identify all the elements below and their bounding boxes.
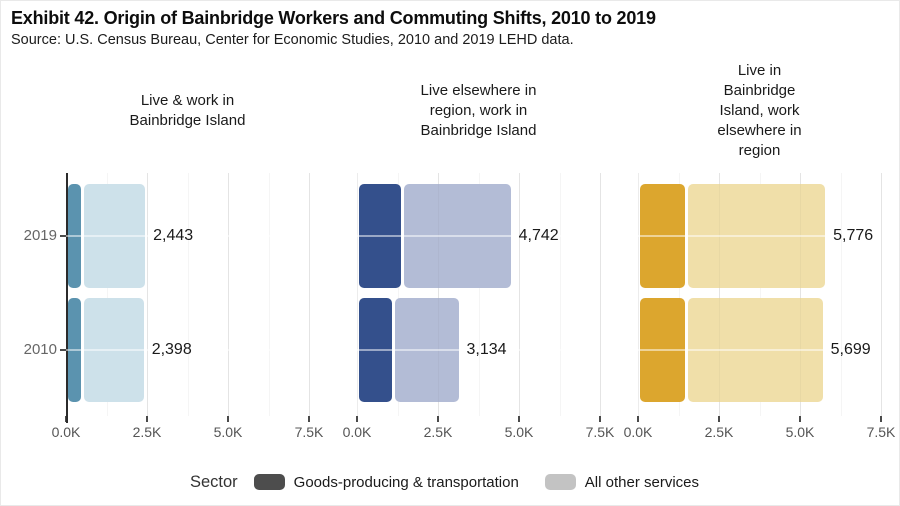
gridline-minor	[759, 173, 761, 416]
gridline-horizontal-overlay	[638, 235, 881, 237]
legend-swatch	[253, 474, 285, 490]
x-axis-tick	[799, 416, 801, 422]
gridline-horizontal-overlay	[357, 235, 600, 237]
y-tick-label: 2010	[23, 341, 57, 358]
gridline-major	[719, 173, 720, 416]
x-tick-label: 5.0K	[504, 424, 534, 440]
x-axis-tick	[146, 416, 148, 422]
gridline-minor	[397, 173, 399, 416]
x-tick-label: 5.0K	[785, 424, 815, 440]
gridline-major	[147, 173, 148, 416]
panel-title-line: elsewhere in	[717, 122, 802, 139]
gridline-major	[519, 173, 520, 416]
x-tick-label: 2.5K	[423, 424, 453, 440]
panel-title-line: Live elsewhere in	[420, 82, 537, 99]
figure-source: Source: U.S. Census Bureau, Center for E…	[11, 32, 574, 48]
y-tick-label: 2019	[23, 227, 57, 244]
value-label: 5,699	[830, 341, 871, 358]
panel-title-line: Island, work	[719, 102, 800, 119]
panel-title-line: Bainbridge Island	[129, 112, 246, 129]
gridline-overlay	[519, 173, 520, 416]
gridline-major	[638, 173, 639, 416]
gridline-major	[228, 173, 229, 416]
gridline-major	[309, 173, 310, 416]
gridline-major	[881, 173, 882, 416]
gridline-minor	[106, 173, 108, 416]
gridline-horizontal-overlay	[66, 349, 309, 351]
x-axis-tick	[437, 416, 439, 422]
x-axis-tick	[880, 416, 882, 422]
gridline-overlay	[719, 173, 720, 416]
value-label: 2,398	[151, 341, 192, 358]
legend-item-label: Goods-producing & transportation	[293, 473, 519, 491]
legend-item: All other services	[544, 473, 700, 491]
y-axis-line	[66, 173, 68, 423]
gridline-overlay	[881, 173, 882, 416]
gridline-horizontal-overlay	[638, 349, 881, 351]
x-axis-tick	[308, 416, 310, 422]
y-axis-tick	[60, 235, 66, 237]
value-label: 4,742	[518, 227, 559, 244]
gridline-horizontal-overlay	[357, 349, 600, 351]
x-tick-label: 2.5K	[704, 424, 734, 440]
panel-title-line: region	[738, 142, 781, 159]
legend: Sector Goods-producing & transportation A…	[1, 469, 899, 495]
x-tick-label: 0.0K	[623, 424, 653, 440]
gridline-minor	[559, 173, 561, 416]
panel-title-line: Bainbridge	[723, 82, 796, 99]
value-label: 5,776	[833, 227, 874, 244]
gridline-major	[438, 173, 439, 416]
panel-title-line: Live in	[737, 62, 782, 79]
gridline-minor	[478, 173, 480, 416]
legend-swatch	[544, 474, 576, 490]
gridline-overlay	[228, 173, 229, 416]
panel-title: Live in Bainbridge Island, work elsewhere i…	[650, 58, 870, 164]
legend-item: Goods-producing & transportation	[253, 473, 519, 491]
x-tick-label: 0.0K	[51, 424, 81, 440]
gridline-major	[800, 173, 801, 416]
gridline-minor	[268, 173, 270, 416]
gridline-horizontal-overlay	[66, 235, 309, 237]
panel-title: Live & work in Bainbridge Island	[78, 58, 298, 164]
chart-area: Live & work in Bainbridge Island 0.0K 2.5K 5…	[1, 58, 899, 450]
x-tick-label: 0.0K	[342, 424, 372, 440]
x-tick-label: 2.5K	[132, 424, 162, 440]
gridline-minor	[187, 173, 189, 416]
value-label: 3,134	[466, 341, 507, 358]
panel-title-line: Live & work in	[140, 92, 235, 109]
gridline-overlay	[309, 173, 310, 416]
x-axis-tick	[637, 416, 639, 422]
legend-item-label: All other services	[584, 473, 700, 491]
x-tick-label: 5.0K	[213, 424, 243, 440]
gridline-major	[600, 173, 601, 416]
gridline-overlay	[438, 173, 439, 416]
x-axis-tick	[718, 416, 720, 422]
x-axis-tick	[356, 416, 358, 422]
x-tick-label: 7.5K	[866, 424, 896, 440]
x-tick-label: 7.5K	[585, 424, 615, 440]
value-label: 2,443	[153, 227, 194, 244]
x-axis-tick	[227, 416, 229, 422]
gridline-overlay	[600, 173, 601, 416]
figure-title: Exhibit 42. Origin of Bainbridge Workers…	[11, 8, 656, 28]
panel-title: Live elsewhere in region, work in Bainbrid…	[369, 58, 589, 164]
panel-title-line: Bainbridge Island	[420, 122, 537, 139]
gridline-major	[357, 173, 358, 416]
gridline-overlay	[147, 173, 148, 416]
gridline-minor	[840, 173, 842, 416]
x-axis-tick	[599, 416, 601, 422]
panel-title-line: region, work in	[429, 102, 528, 119]
gridline-overlay	[800, 173, 801, 416]
legend-title: Sector	[189, 472, 238, 491]
y-axis-tick	[60, 349, 66, 351]
x-tick-label: 7.5K	[294, 424, 324, 440]
x-axis-tick	[518, 416, 520, 422]
gridline-minor	[678, 173, 680, 416]
